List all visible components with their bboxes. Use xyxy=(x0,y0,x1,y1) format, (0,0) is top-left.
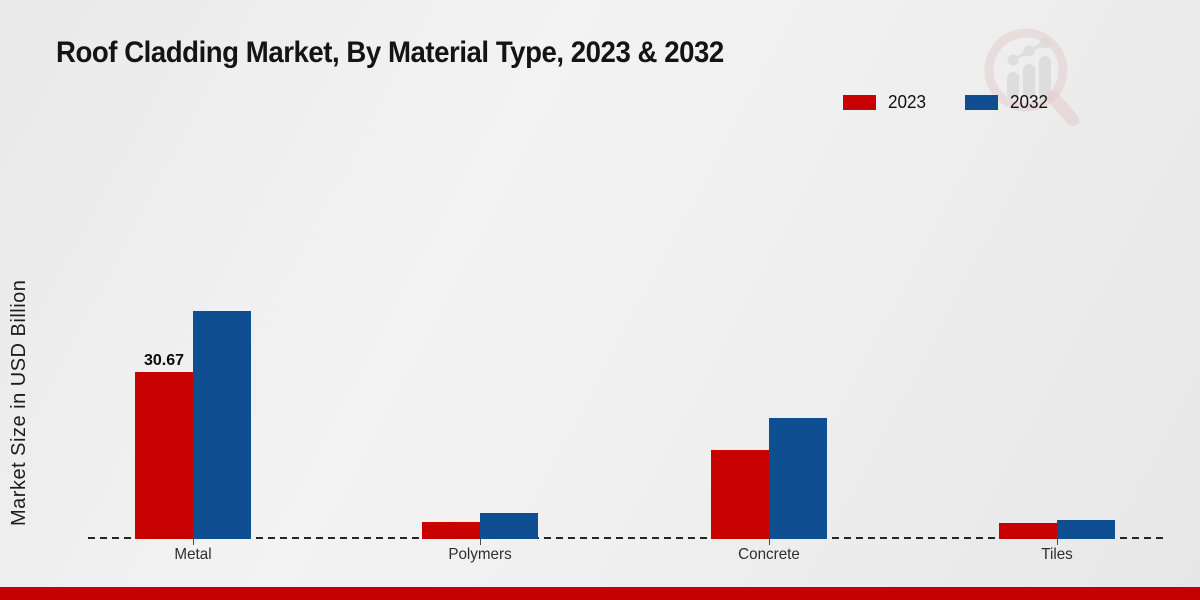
bar-metal-2023 xyxy=(135,372,193,539)
bar-polymers-2032 xyxy=(480,513,538,539)
x-axis-tick xyxy=(480,539,481,545)
bar-concrete-2023 xyxy=(711,450,769,539)
legend: 2023 2032 xyxy=(843,92,1049,113)
category-label-polymers: Polymers xyxy=(448,546,512,563)
legend-item-2023: 2023 xyxy=(843,92,927,113)
bar-tiles-2023 xyxy=(999,523,1057,539)
category-label-metal: Metal xyxy=(174,546,212,563)
category-label-tiles: Tiles xyxy=(1041,546,1073,563)
bar-metal-2032 xyxy=(193,311,251,539)
legend-label: 2032 xyxy=(1010,92,1049,112)
legend-swatch-2032 xyxy=(965,95,999,110)
chart-title: Roof Cladding Market, By Material Type, … xyxy=(56,36,724,69)
legend-label: 2023 xyxy=(888,92,927,112)
bar-value-label: 30.67 xyxy=(143,352,185,369)
bar-concrete-2032 xyxy=(769,418,827,539)
bottom-accent-strip xyxy=(0,587,1200,600)
x-axis-tick xyxy=(769,539,770,545)
x-axis-tick xyxy=(193,539,194,545)
legend-item-2032: 2032 xyxy=(965,92,1049,113)
x-axis-dashed-baseline xyxy=(88,537,1166,539)
legend-swatch-2023 xyxy=(843,95,876,110)
bar-tiles-2032 xyxy=(1057,520,1115,539)
magnifier-bar-chart-logo-icon xyxy=(984,28,1080,127)
bar-polymers-2023 xyxy=(422,522,480,539)
category-label-concrete: Concrete xyxy=(738,546,800,563)
x-axis-tick xyxy=(1057,539,1058,545)
